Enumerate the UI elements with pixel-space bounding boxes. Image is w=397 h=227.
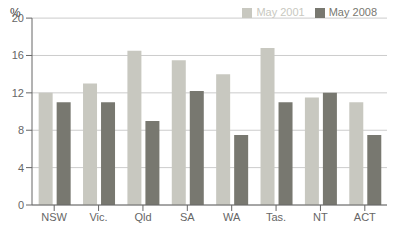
svg-text:12: 12 [12, 87, 24, 99]
svg-text:NT: NT [313, 211, 328, 223]
svg-text:Tas.: Tas. [266, 211, 286, 223]
svg-text:Vic.: Vic. [89, 211, 107, 223]
svg-text:Qld: Qld [134, 211, 151, 223]
svg-text:16: 16 [12, 49, 24, 61]
svg-text:0: 0 [18, 199, 24, 211]
svg-text:4: 4 [18, 162, 24, 174]
html-text:May 2008: May 2008 [328, 6, 377, 18]
svg-text:WA: WA [223, 211, 241, 223]
svg-text:NSW: NSW [41, 211, 67, 223]
svg-text:20: 20 [12, 12, 24, 24]
svg-text:ACT: ACT [354, 211, 376, 223]
svg-text:SA: SA [180, 211, 195, 223]
html-text:May 2001: May 2001 [256, 6, 305, 18]
svg-text:8: 8 [18, 124, 24, 136]
